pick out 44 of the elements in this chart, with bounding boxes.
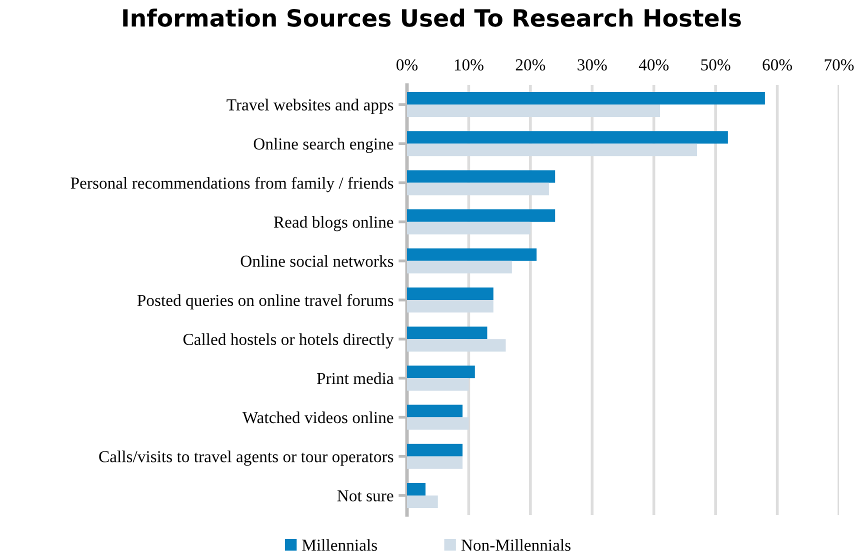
- bar: [407, 300, 494, 313]
- y-tick-label: Online social networks: [240, 255, 394, 267]
- x-tick-label: 50%: [701, 59, 730, 71]
- x-tick-label: 0%: [396, 59, 418, 71]
- bar: [407, 92, 765, 105]
- y-tick-label: Posted queries on online travel forums: [137, 294, 394, 310]
- bar: [407, 444, 463, 456]
- bar: [407, 144, 698, 156]
- bar: [407, 339, 506, 352]
- y-tick-label: Personal recommendations from family / friends: [70, 176, 394, 192]
- x-tick-label: 60%: [762, 59, 792, 71]
- bar: [407, 131, 728, 144]
- bar: [407, 456, 463, 469]
- bar: [407, 287, 494, 300]
- y-tick-label: Online search engine: [254, 138, 394, 154]
- bar: [407, 366, 475, 378]
- bar: [407, 260, 512, 274]
- x-tick-label: 10%: [454, 59, 484, 71]
- x-tick-label: 20%: [516, 59, 546, 71]
- bar: [407, 482, 426, 496]
- x-tick-label: 30%: [578, 59, 607, 71]
- bar: [407, 104, 660, 118]
- bar: [407, 495, 438, 508]
- x-tick-label: 40%: [638, 59, 669, 71]
- legend-label: Millennials: [302, 539, 377, 551]
- y-tick-label: Called hostels or hotels directly: [183, 333, 394, 348]
- y-tick-label: Print media: [316, 372, 394, 384]
- y-tick-label: Travel websites and apps: [226, 98, 394, 114]
- bar: [407, 248, 537, 261]
- y-tick-label: Not sure: [337, 490, 394, 502]
- x-tick-label: 70%: [824, 59, 854, 71]
- bar: [407, 417, 469, 430]
- bar: [407, 378, 469, 391]
- bar: [407, 326, 488, 340]
- y-tick-label: Read blogs online: [274, 216, 394, 232]
- bar: [407, 404, 463, 418]
- y-tick-label: Calls/visits to travel agents or tour operators: [99, 450, 394, 466]
- bar: [407, 182, 549, 196]
- bar: [407, 209, 556, 222]
- legend-label: Non-Millennials: [461, 539, 570, 551]
- y-tick-label: Watched videos online: [242, 411, 394, 424]
- chart-title: Information Sources Used To Research Hostels: [123, 8, 741, 27]
- bar: [407, 170, 556, 183]
- bar: [407, 222, 530, 234]
